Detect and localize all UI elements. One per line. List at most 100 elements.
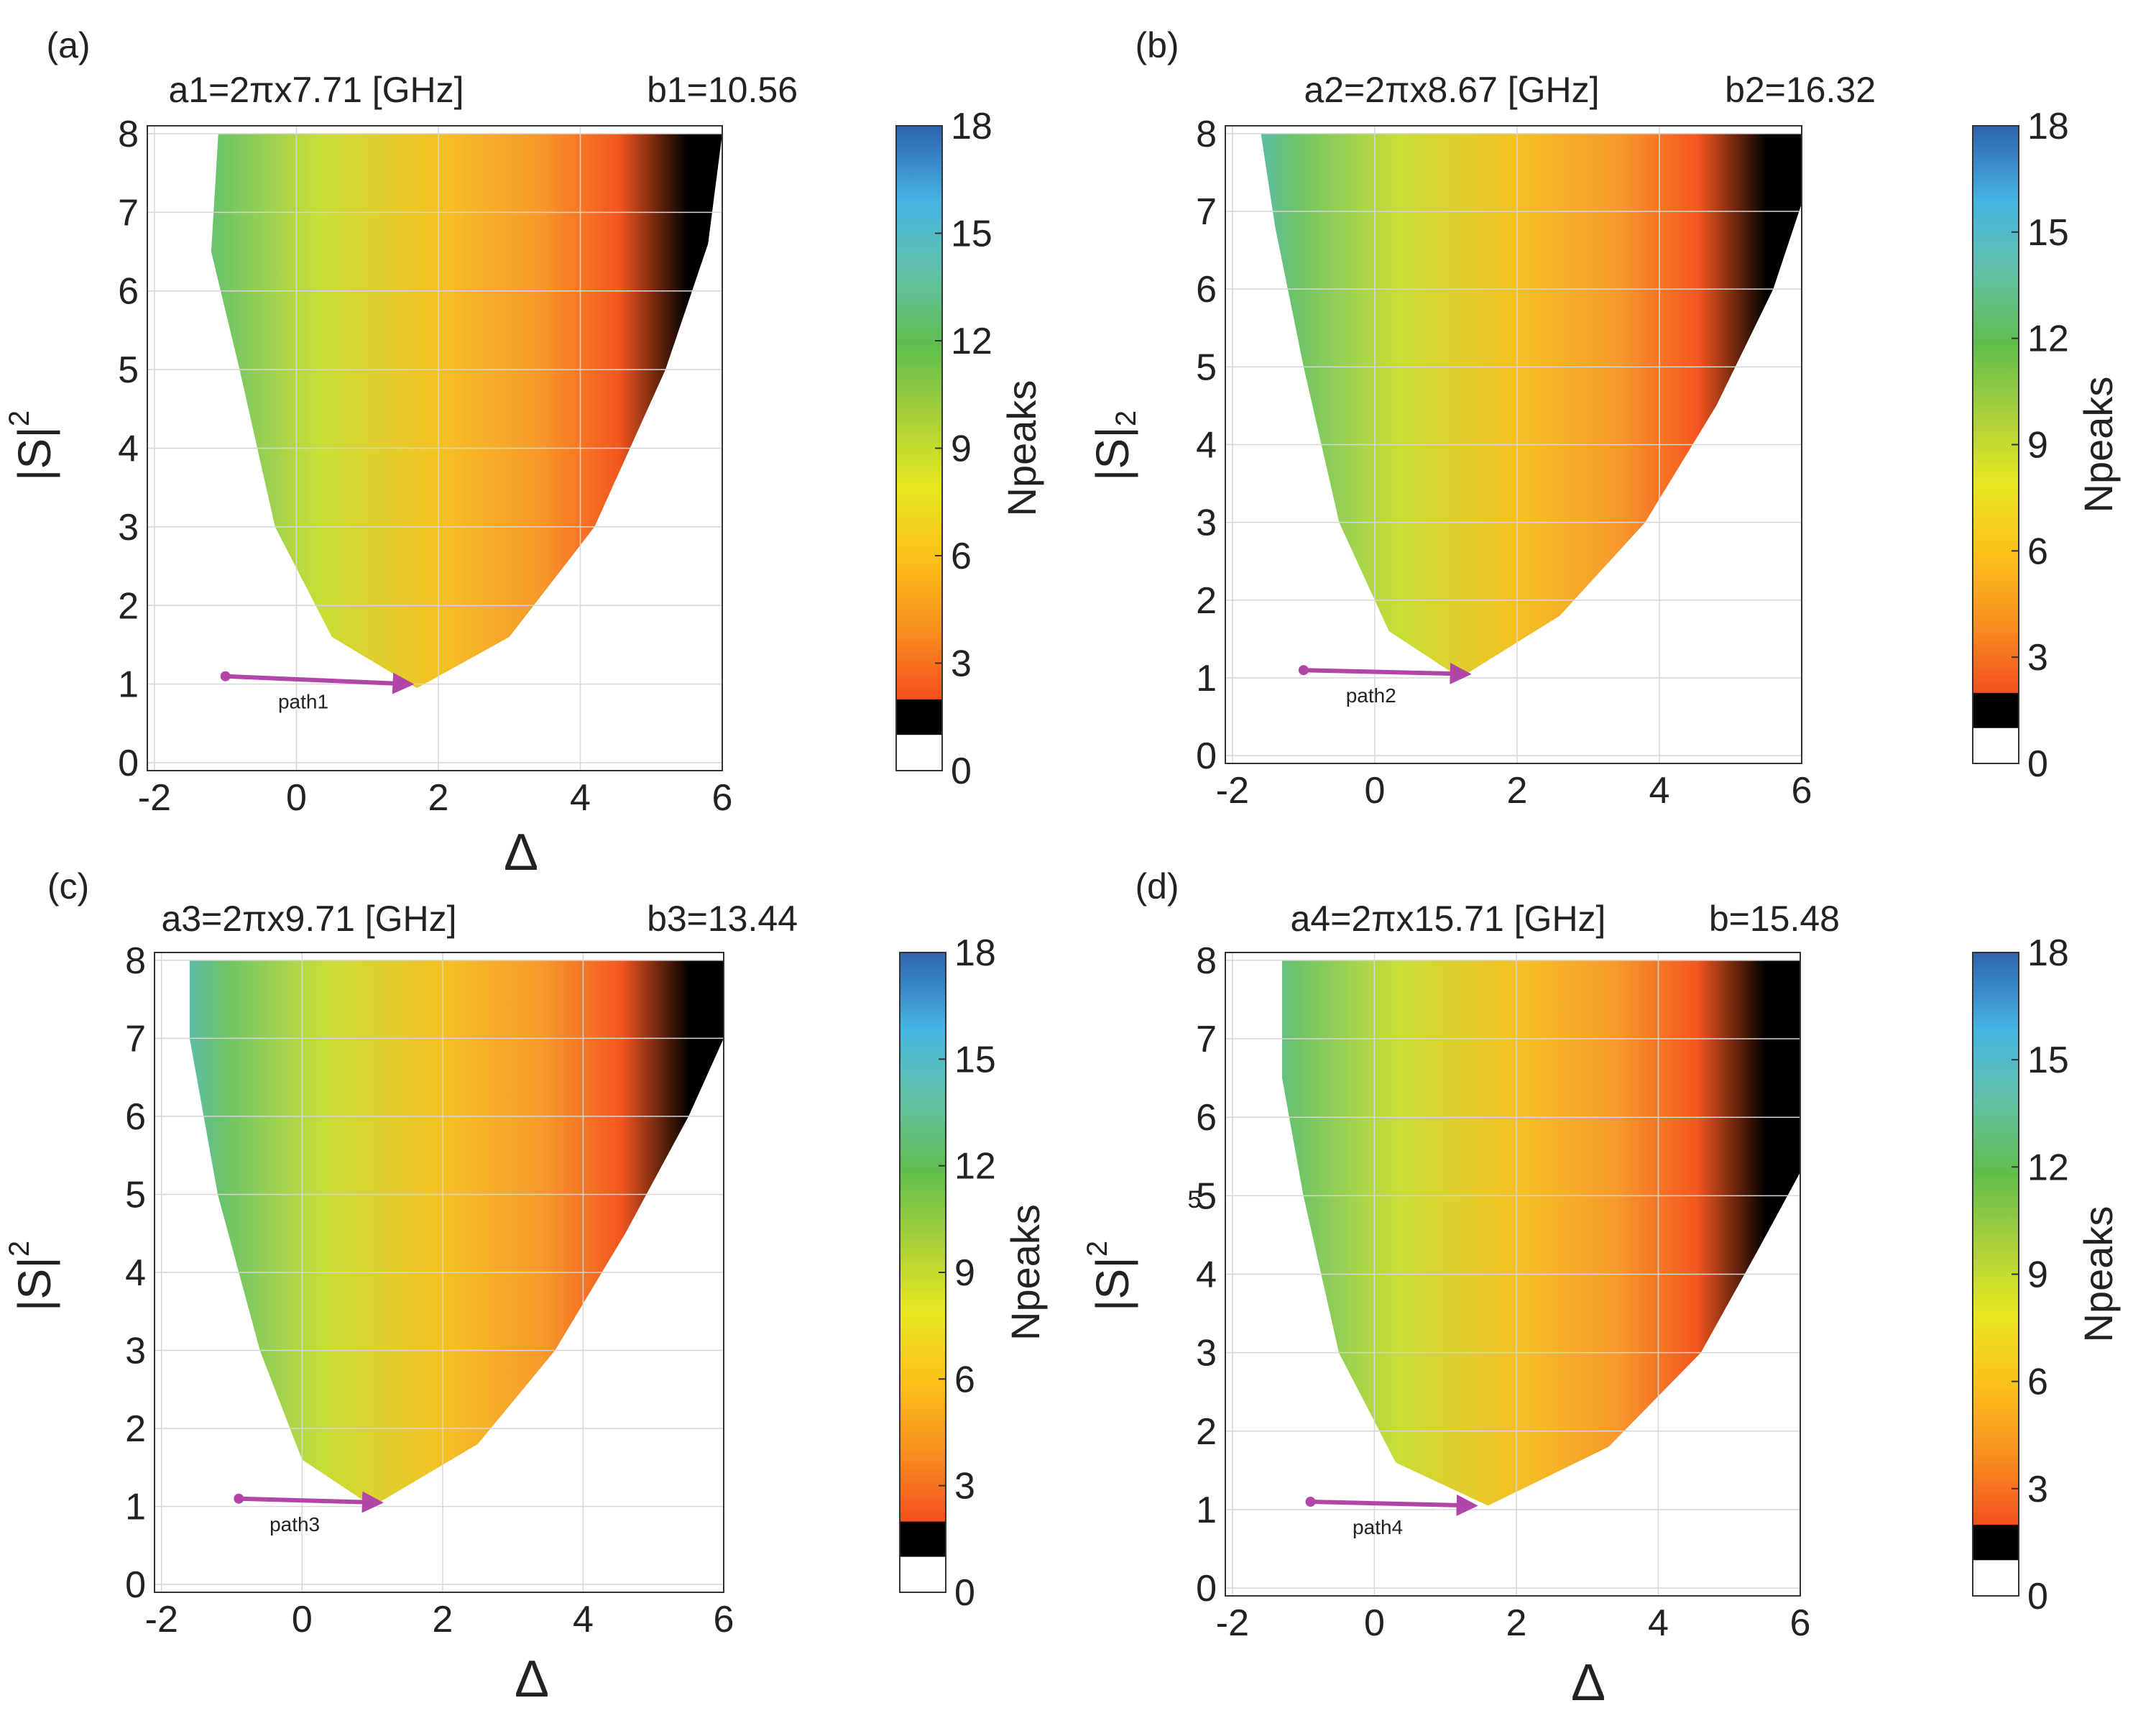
colorbar-tick-label: 6	[951, 536, 972, 577]
colorbar-tick-label: 6	[2027, 531, 2048, 572]
y-tick-label: 5	[1196, 1175, 1217, 1217]
y-axis-label: |S|2	[1087, 410, 1142, 481]
colorbar-tick-label: 15	[2027, 212, 2069, 254]
colorbar-tick-label: 0	[2027, 1576, 2048, 1617]
y-tick-label: 6	[1196, 269, 1217, 311]
path-start-dot	[1298, 665, 1309, 676]
path-label: path3	[270, 1513, 320, 1536]
y-tick-label: 1	[118, 664, 139, 706]
path-label: path1	[278, 691, 328, 713]
y-tick-label: 3	[1196, 502, 1217, 544]
stray-tick-label: 5	[1188, 1186, 1202, 1213]
x-tick-label: 2	[1506, 770, 1527, 812]
x-tick-label: 4	[570, 777, 591, 819]
y-tick-label: 4	[118, 428, 139, 470]
x-tick-label: 6	[1790, 1602, 1811, 1644]
colorbar-tick-label: 6	[2027, 1362, 2048, 1403]
y-tick-label: 8	[1196, 114, 1217, 155]
colorbar-tick-label: 9	[2027, 425, 2048, 467]
npeaks-region	[1282, 960, 1800, 1506]
colorbar-label: Npeaks	[999, 380, 1044, 517]
colorbar-label: Npeaks	[1003, 1204, 1048, 1341]
colorbar-tick-label: 18	[951, 106, 992, 147]
panel-title-right: b1=10.56	[647, 70, 798, 110]
colorbar-tick-label: 18	[2027, 106, 2069, 147]
y-tick-label: 7	[1196, 191, 1217, 233]
colorbar-tick-label: 0	[954, 1572, 975, 1614]
panel-label: (a)	[46, 25, 90, 65]
colorbar-tick-label: 3	[2027, 1469, 2048, 1510]
axes-frame	[1225, 125, 1802, 764]
colorbar-tick-label: 15	[951, 214, 992, 255]
y-tick-label: 8	[1196, 940, 1217, 982]
x-tick-label: 4	[573, 1599, 594, 1640]
y-axis-label: |S|2	[4, 410, 60, 481]
y-tick-label: 6	[125, 1096, 146, 1138]
y-tick-label: 3	[1196, 1333, 1217, 1374]
npeaks-region	[211, 133, 722, 689]
colorbar-tick-label: 6	[954, 1359, 975, 1400]
y-tick-label: 0	[125, 1564, 146, 1606]
panel-label: (d)	[1135, 866, 1179, 906]
y-tick-label: 4	[1196, 1254, 1217, 1296]
panel-title-right: b=15.48	[1709, 899, 1840, 939]
path-start-dot	[220, 671, 231, 681]
y-tick-label: 2	[118, 585, 139, 627]
y-tick-label: 2	[125, 1408, 146, 1450]
x-tick-label: -2	[145, 1599, 178, 1640]
panel-title-left: a1=2πx7.71 [GHz]	[168, 70, 464, 110]
y-tick-label: 8	[118, 114, 139, 155]
y-axis-label: |S|2	[1082, 1241, 1138, 1311]
axes-frame	[154, 952, 724, 1593]
y-tick-label: 3	[118, 507, 139, 548]
x-axis-label: Δ	[1571, 1654, 1606, 1712]
y-tick-label: 6	[118, 271, 139, 313]
x-tick-label: 2	[428, 777, 448, 819]
colorbar-tick-label: 3	[951, 643, 972, 685]
colorbar-tick-label: 12	[951, 321, 992, 362]
path-arrow	[225, 672, 415, 694]
x-tick-label: 2	[432, 1599, 453, 1640]
y-tick-label: 0	[118, 743, 139, 784]
y-tick-label: 1	[125, 1487, 146, 1528]
panel-label: (b)	[1135, 25, 1179, 65]
x-tick-label: 2	[1506, 1602, 1526, 1644]
x-tick-label: -2	[1216, 770, 1249, 812]
x-tick-label: 0	[1364, 1602, 1385, 1644]
path-label: path4	[1353, 1516, 1403, 1538]
colorbar-tick-label: 9	[954, 1252, 975, 1294]
y-tick-label: 3	[125, 1331, 146, 1372]
y-axis-label: |S|2	[4, 1241, 60, 1311]
y-tick-label: 1	[1196, 658, 1217, 699]
axes-frame	[147, 125, 723, 771]
x-tick-label: 0	[1364, 770, 1385, 812]
y-tick-label: 2	[1196, 1411, 1217, 1453]
colorbar-tick-label: 12	[2027, 1147, 2069, 1188]
panel-title-left: a2=2πx8.67 [GHz]	[1304, 70, 1599, 110]
colorbar-tick-label: 12	[2027, 318, 2069, 360]
x-tick-label: 6	[1792, 770, 1812, 812]
x-tick-label: 4	[1649, 770, 1670, 812]
path-start-dot	[1305, 1497, 1316, 1507]
y-tick-label: 5	[125, 1174, 146, 1216]
colorbar	[899, 952, 946, 1593]
colorbar-label: Npeaks	[2076, 377, 2121, 513]
x-tick-label: 6	[714, 1599, 734, 1640]
npeaks-region	[1261, 133, 1802, 679]
x-tick-label: 6	[712, 777, 733, 819]
x-axis-label: Δ	[504, 824, 538, 881]
x-tick-label: -2	[138, 777, 171, 819]
npeaks-region	[189, 960, 724, 1507]
y-tick-label: 0	[1196, 735, 1217, 777]
colorbar-tick-label: 12	[954, 1146, 996, 1188]
x-axis-label: Δ	[515, 1651, 549, 1708]
y-tick-label: 5	[118, 349, 139, 391]
y-tick-label: 4	[1196, 425, 1217, 467]
colorbar-tick-label: 18	[954, 932, 996, 974]
colorbar-tick-label: 9	[2027, 1254, 2048, 1296]
panel-label: (c)	[47, 866, 89, 906]
path-arrow	[1310, 1494, 1478, 1516]
